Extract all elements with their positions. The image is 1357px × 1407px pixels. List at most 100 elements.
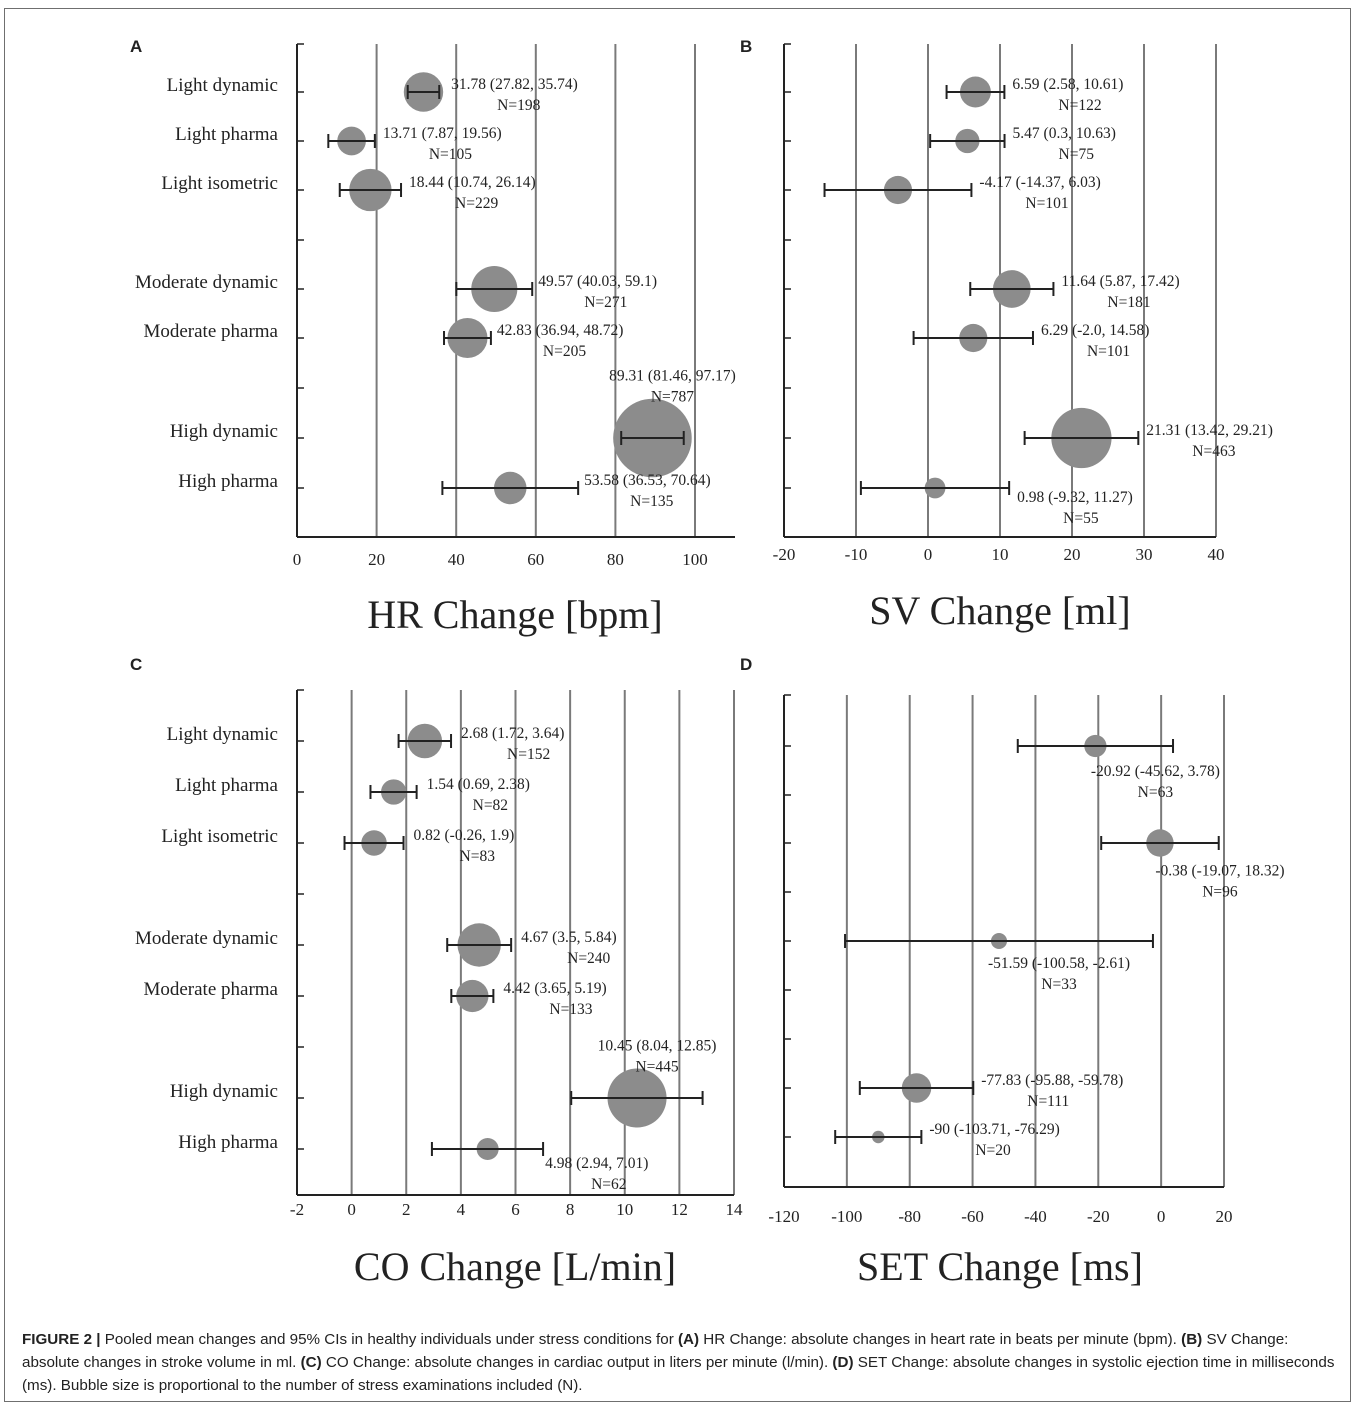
value-label: -90 (-103.71, -76.29) — [929, 1121, 1059, 1138]
x-axis-title: SET Change [ms] — [857, 1244, 1143, 1289]
panel-letter-a: A — [130, 37, 142, 56]
value-label: -51.59 (-100.58, -2.61) — [988, 955, 1130, 972]
x-tick-label: -40 — [1024, 1207, 1047, 1226]
x-tick-label: 14 — [726, 1200, 744, 1219]
value-label: 4.98 (2.94, 7.01) — [545, 1155, 648, 1172]
n-label: N=787 — [651, 389, 694, 406]
x-tick-label: 20 — [368, 550, 385, 569]
x-tick-label: -120 — [768, 1207, 799, 1226]
x-tick-label: 0 — [924, 545, 933, 564]
value-label: 89.31 (81.46, 97.17) — [609, 368, 736, 385]
category-label: Moderate pharma — [143, 979, 278, 1000]
category-label: Light pharma — [175, 124, 278, 145]
x-tick-label: 0 — [1157, 1207, 1166, 1226]
value-label: 4.42 (3.65, 5.19) — [503, 980, 606, 997]
value-label: 42.83 (36.94, 48.72) — [497, 322, 624, 339]
n-label: N=205 — [543, 343, 586, 360]
x-axis-title: SV Change [ml] — [869, 588, 1130, 633]
n-label: N=198 — [497, 97, 540, 114]
panel-letter-c: C — [130, 655, 142, 674]
n-label: N=181 — [1107, 294, 1150, 311]
category-label: Light pharma — [175, 775, 278, 796]
n-label: N=55 — [1063, 510, 1099, 527]
figure-frame — [4, 8, 1351, 1402]
x-tick-label: 4 — [457, 1200, 466, 1219]
value-label: 4.67 (3.5, 5.84) — [521, 929, 617, 946]
category-label: Light dynamic — [167, 724, 278, 745]
category-label: High dynamic — [170, 1081, 278, 1102]
n-label: N=135 — [630, 493, 673, 510]
value-label: 21.31 (13.42, 29.21) — [1146, 422, 1273, 439]
n-label: N=105 — [429, 146, 472, 163]
caption-a-tag: (A) — [677, 1331, 700, 1348]
value-label: 6.29 (-2.0, 14.58) — [1041, 322, 1150, 339]
n-label: N=101 — [1025, 195, 1068, 212]
n-label: N=463 — [1192, 443, 1235, 460]
category-label: Light isometric — [161, 826, 278, 847]
value-label: 0.82 (-0.26, 1.9) — [414, 827, 515, 844]
x-tick-label: 80 — [607, 550, 624, 569]
x-tick-label: 100 — [682, 550, 708, 569]
value-label: 10.45 (8.04, 12.85) — [598, 1037, 717, 1054]
value-label: 18.44 (10.74, 26.14) — [409, 174, 536, 191]
x-tick-label: -100 — [831, 1207, 862, 1226]
x-tick-label: 6 — [511, 1200, 520, 1219]
value-label: -4.17 (-14.37, 6.03) — [979, 174, 1100, 191]
caption-b-tag: (B) — [1181, 1331, 1203, 1348]
value-label: 13.71 (7.87, 19.56) — [383, 125, 502, 142]
x-tick-label: 20 — [1216, 1207, 1233, 1226]
value-label: -20.92 (-45.62, 3.78) — [1091, 763, 1220, 780]
n-label: N=62 — [591, 1176, 626, 1193]
caption-c-tag: (C) — [300, 1354, 322, 1371]
x-axis-title: CO Change [L/min] — [354, 1244, 676, 1289]
value-label: 53.58 (36.53, 70.64) — [584, 472, 711, 489]
x-tick-label: 8 — [566, 1200, 575, 1219]
n-label: N=83 — [460, 848, 496, 865]
category-label: Moderate pharma — [143, 321, 278, 342]
caption-b-text: SV Change: absolute changes in stroke vo… — [22, 1331, 1289, 1371]
value-label: 1.54 (0.69, 2.38) — [427, 776, 530, 793]
n-label: N=271 — [584, 294, 627, 311]
category-label: Moderate dynamic — [135, 928, 278, 949]
x-tick-label: 20 — [1064, 545, 1081, 564]
n-label: N=229 — [455, 195, 498, 212]
caption-a-text: HR Change: absolute changes in heart rat… — [699, 1331, 1182, 1348]
x-axis-title: HR Change [bpm] — [367, 592, 663, 637]
value-label: 31.78 (27.82, 35.74) — [451, 76, 578, 93]
category-label: High pharma — [178, 1132, 278, 1153]
caption-d-text: SET Change: absolute changes in systolic… — [22, 1354, 1335, 1394]
n-label: N=111 — [1027, 1093, 1069, 1110]
caption-c-text: CO Change: absolute changes in cardiac o… — [321, 1354, 833, 1371]
value-label: 11.64 (5.87, 17.42) — [1061, 273, 1179, 290]
n-label: N=20 — [975, 1142, 1011, 1159]
x-tick-label: -80 — [898, 1207, 921, 1226]
caption-intro: Pooled mean changes and 95% CIs in healt… — [100, 1331, 678, 1348]
n-label: N=82 — [473, 797, 508, 814]
n-label: N=63 — [1138, 784, 1174, 801]
x-tick-label: 40 — [448, 550, 465, 569]
x-tick-label: -60 — [961, 1207, 984, 1226]
x-tick-label: 40 — [1208, 545, 1225, 564]
x-tick-label: 2 — [402, 1200, 411, 1219]
n-label: N=33 — [1041, 976, 1077, 993]
n-label: N=152 — [507, 746, 550, 763]
caption-lead: FIGURE 2 | — [22, 1331, 101, 1348]
value-label: -77.83 (-95.88, -59.78) — [981, 1072, 1123, 1089]
x-tick-label: 60 — [527, 550, 544, 569]
x-tick-label: 10 — [616, 1200, 633, 1219]
n-label: N=96 — [1202, 884, 1238, 901]
x-tick-label: 30 — [1136, 545, 1153, 564]
value-label: 2.68 (1.72, 3.64) — [461, 725, 564, 742]
category-label: Light isometric — [161, 173, 278, 194]
n-label: N=122 — [1058, 97, 1101, 114]
category-label: High pharma — [178, 471, 278, 492]
n-label: N=101 — [1087, 343, 1130, 360]
x-tick-label: 12 — [671, 1200, 688, 1219]
x-tick-label: 10 — [992, 545, 1009, 564]
panel-letter-b: B — [740, 37, 752, 56]
x-tick-label: -10 — [845, 545, 868, 564]
n-label: N=445 — [635, 1058, 678, 1075]
category-label: Light dynamic — [167, 75, 278, 96]
value-label: 6.59 (2.58, 10.61) — [1012, 76, 1123, 93]
